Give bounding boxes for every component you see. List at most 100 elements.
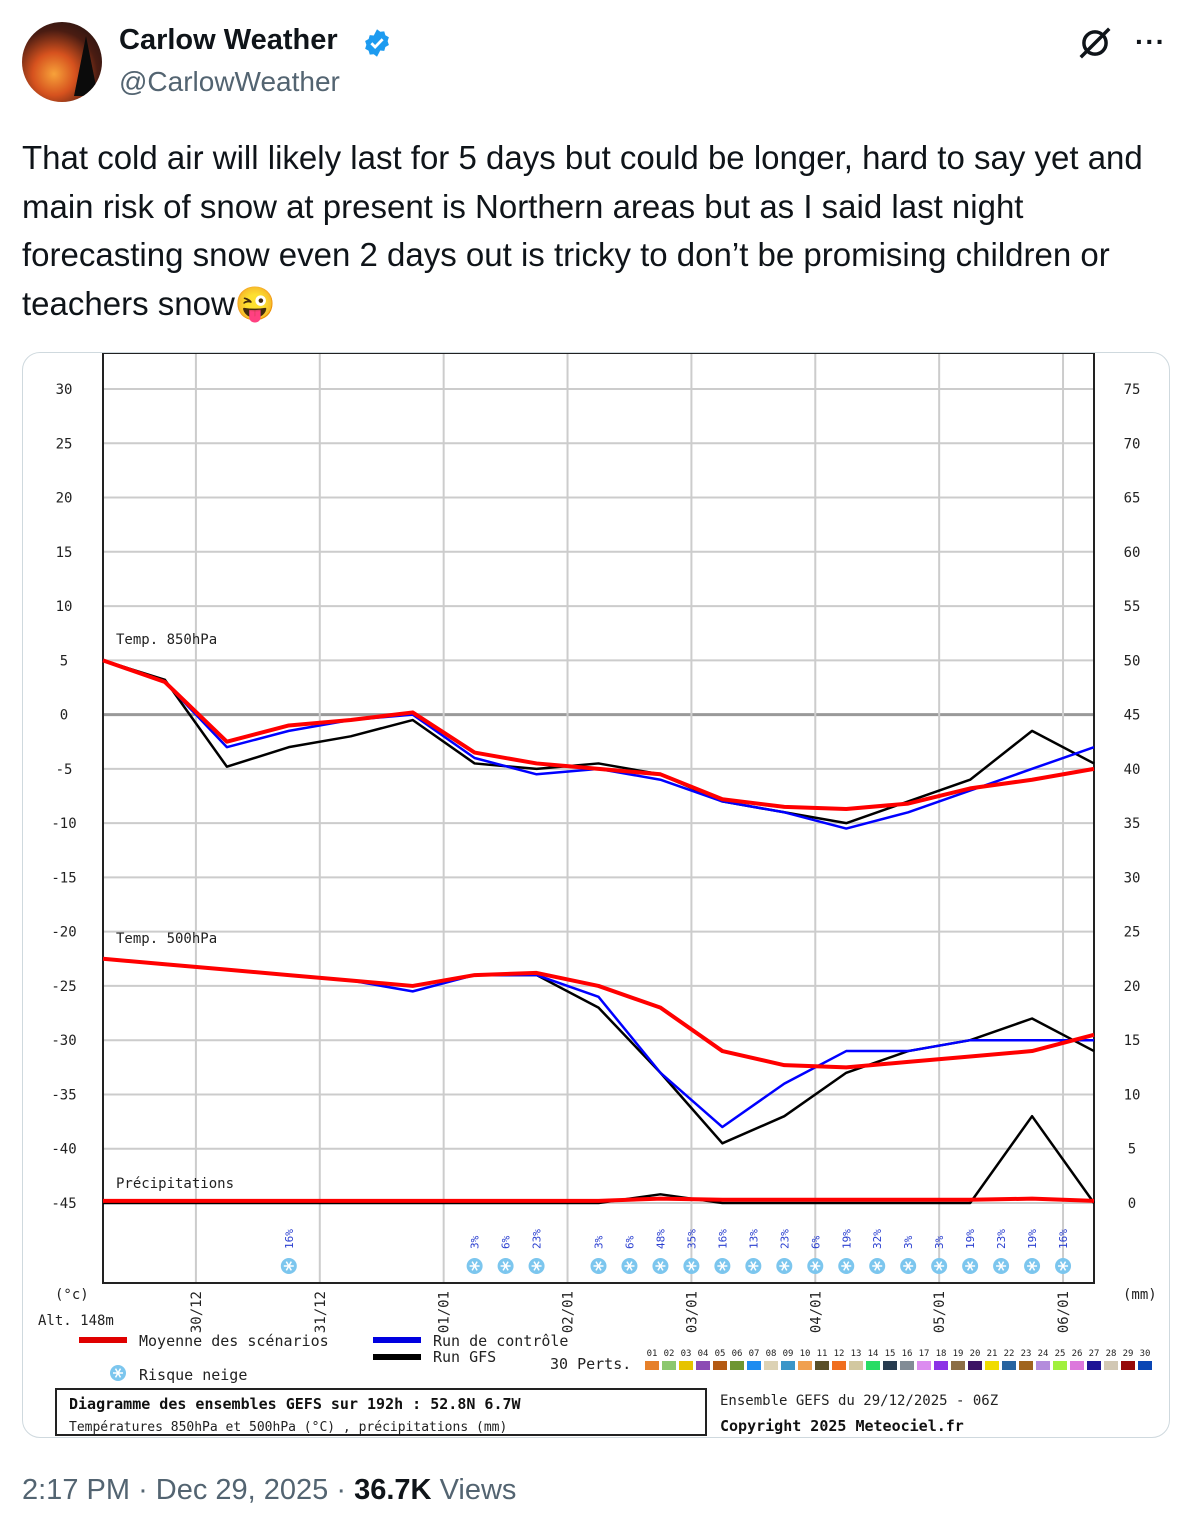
chart-image[interactable]: 30 75 25 70 20 65 15 60 10 55 5 50 0 45 -5 40 -10 35 -15 30… [22, 352, 1170, 1438]
pert-number: 08 [766, 1349, 777, 1359]
date-tick-label: 01/01 [437, 1291, 453, 1333]
pert-number: 29 [1123, 1349, 1134, 1359]
pert-swatch [696, 1361, 710, 1370]
snow-risk-label: 13% [747, 1229, 760, 1249]
right-tick-label: 70 [1124, 436, 1141, 452]
right-tick-label: 75 [1124, 382, 1141, 398]
right-tick-label: 40 [1124, 762, 1141, 778]
series-line-moyenne-des-sc-narios [102, 956, 1095, 1070]
left-tick-label: -15 [51, 870, 76, 886]
date-tick-label: 03/01 [684, 1291, 700, 1333]
pert-swatch [1087, 1361, 1101, 1370]
pert-swatch [764, 1361, 778, 1370]
series-line-run-gfs [102, 659, 1095, 825]
author-name[interactable]: Carlow Weather [119, 24, 338, 56]
left-tick-label: 25 [56, 436, 73, 452]
legend-gfs: Run GFS [433, 1348, 496, 1366]
snowflake-icon-stroke [285, 1261, 292, 1271]
grok-icon[interactable] [1076, 24, 1114, 62]
legend-control: Run de contrôle [433, 1332, 568, 1350]
pert-swatch [1053, 1361, 1067, 1370]
views-label: Views [439, 1474, 517, 1506]
snowflake-icon-stroke [719, 1261, 726, 1271]
more-icon[interactable]: ··· [1135, 26, 1166, 57]
pert-number: 30 [1140, 1349, 1151, 1359]
pert-swatch [662, 1361, 676, 1370]
pert-swatch [832, 1361, 846, 1370]
pert-number: 14 [868, 1349, 879, 1359]
tweet-date[interactable]: Dec 29, 2025 [155, 1474, 329, 1506]
right-tick-label: 5 [1128, 1142, 1136, 1158]
pert-swatch [798, 1361, 812, 1370]
pert-swatch [1121, 1361, 1135, 1370]
pert-number: 27 [1089, 1349, 1100, 1359]
snowflake-icon-stroke [595, 1261, 602, 1271]
tweet-footer: 2:17 PM · Dec 29, 2025 · 36.7K Views [22, 1474, 516, 1507]
right-axis-unit: (mm) [1123, 1287, 1157, 1303]
pert-swatch [1036, 1361, 1050, 1370]
views-count: 36.7K [354, 1474, 432, 1506]
avatar[interactable] [22, 22, 102, 102]
right-tick-label: 20 [1124, 979, 1141, 995]
pert-number: 13 [851, 1349, 862, 1359]
pert-swatch [645, 1361, 659, 1370]
pert-swatch [917, 1361, 931, 1370]
pert-swatch [747, 1361, 761, 1370]
snow-risk-label: 3% [902, 1235, 915, 1249]
snowflake-icon-stroke [471, 1261, 478, 1271]
date-tick-label: 06/01 [1056, 1291, 1072, 1333]
pert-number: 24 [1038, 1349, 1049, 1359]
snow-risk-label: 3% [933, 1235, 946, 1249]
snowflake-icon-stroke [114, 1368, 122, 1378]
right-tick-label: 30 [1124, 870, 1141, 886]
snow-risk-label: 16% [716, 1229, 729, 1249]
left-tick-label: -5 [56, 762, 73, 778]
right-tick-label: 65 [1124, 491, 1141, 507]
panel-label-precip: Précipitations [116, 1176, 234, 1192]
left-tick-label: -35 [51, 1087, 76, 1103]
separator: · [336, 1474, 347, 1506]
pert-swatch [1070, 1361, 1084, 1370]
right-tick-label: 55 [1124, 599, 1141, 615]
author-handle[interactable]: @CarlowWeather [119, 66, 340, 97]
date-tick-label: 30/12 [189, 1291, 205, 1333]
snow-risk-label: 19% [964, 1229, 977, 1249]
pert-number: 20 [970, 1349, 981, 1359]
tweet-time[interactable]: 2:17 PM [22, 1474, 130, 1506]
altitude-label: Alt. 148m [38, 1313, 114, 1329]
pert-number: 12 [834, 1349, 845, 1359]
pert-swatch [985, 1361, 999, 1370]
left-tick-label: 30 [56, 382, 73, 398]
pert-swatch [679, 1361, 693, 1370]
series-line-moyenne-des-sc-narios [102, 658, 1095, 812]
left-tick-label: 5 [60, 653, 68, 669]
right-tick-label: 10 [1124, 1087, 1141, 1103]
legend-swatch-mean [79, 1337, 127, 1343]
legend-mean: Moyenne des scénarios [139, 1332, 329, 1350]
pert-number: 26 [1072, 1349, 1083, 1359]
right-tick-label: 25 [1124, 925, 1141, 941]
left-tick-label: -10 [51, 816, 76, 832]
pert-number: 04 [698, 1349, 709, 1359]
right-tick-label: 35 [1124, 816, 1141, 832]
left-tick-label: 10 [56, 599, 73, 615]
pert-number: 23 [1021, 1349, 1032, 1359]
pert-swatch [1019, 1361, 1033, 1370]
pert-number: 15 [885, 1349, 896, 1359]
pert-swatch [866, 1361, 880, 1370]
pert-number: 06 [732, 1349, 743, 1359]
snow-risk-label: 23% [531, 1229, 544, 1249]
series-line-moyenne-des-sc-narios [103, 1196, 1095, 1203]
right-tick-label: 50 [1124, 653, 1141, 669]
pert-number: 03 [681, 1349, 692, 1359]
snowflake-icon-stroke [966, 1261, 974, 1271]
snow-risk-label: 16% [1057, 1229, 1070, 1249]
pert-swatch [951, 1361, 965, 1370]
snow-risk-label: 48% [654, 1229, 667, 1249]
date-tick-label: 05/01 [932, 1291, 948, 1333]
pert-number: 11 [817, 1349, 828, 1359]
snow-risk-label: 23% [778, 1229, 791, 1249]
pert-number: 18 [936, 1349, 947, 1359]
snowflake-icon-stroke [1059, 1261, 1067, 1271]
